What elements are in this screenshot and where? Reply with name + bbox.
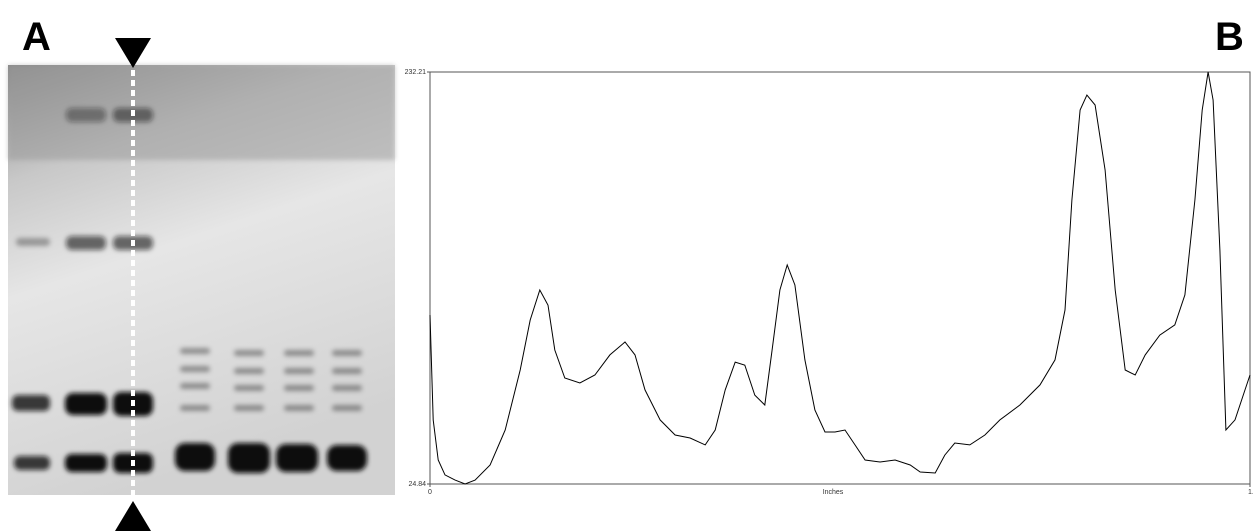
figure: A B — [0, 0, 1253, 531]
x-tick-label: 0 — [428, 489, 432, 496]
x-tick-label: 1.8 — [1248, 489, 1253, 496]
density-line — [430, 72, 1250, 484]
y-tick-label: 232.21 — [405, 69, 427, 76]
panel-label: A — [22, 15, 51, 59]
panel-label: B — [1215, 15, 1244, 59]
y-tick-label: 24.84 — [408, 481, 426, 488]
x-axis-label: Inches — [823, 489, 844, 496]
plot-frame — [430, 72, 1250, 484]
gel-image — [8, 38, 395, 531]
